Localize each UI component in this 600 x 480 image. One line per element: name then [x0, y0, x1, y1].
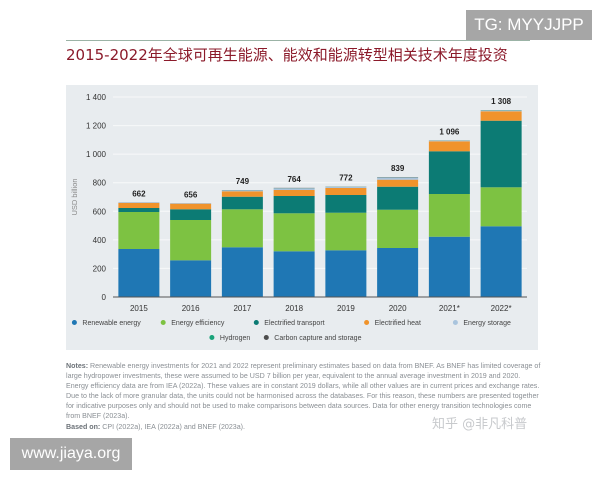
bar-segment-renewable-energy	[221, 247, 263, 297]
y-tick-label: 200	[93, 264, 107, 273]
x-tick-label: 2015	[130, 304, 148, 313]
total-label: 662	[132, 189, 146, 198]
x-tick-label: 2019	[337, 304, 355, 313]
legend-label: Carbon capture and storage	[274, 335, 361, 342]
bar-segment-energy-storage	[325, 187, 367, 188]
bar-segment-energy-efficiency	[428, 194, 470, 237]
legend-label: Renewable energy	[82, 320, 141, 327]
bar-segment-renewable-energy	[118, 249, 160, 297]
bar-segment-electrified-transport	[428, 151, 470, 194]
notes-label: Notes:	[66, 362, 89, 370]
bar-segment-renewable-energy	[480, 226, 522, 297]
bar-segment-energy-efficiency	[480, 187, 522, 227]
x-tick-label: 2022*	[491, 304, 512, 313]
bar-segment-electrified-heat	[118, 203, 160, 208]
y-axis-label: USD billion	[70, 178, 79, 215]
total-label: 656	[184, 190, 198, 199]
based-on-label: Based on:	[66, 422, 101, 431]
bar-segment-electrified-transport	[170, 209, 212, 220]
bar-segment-electrified-transport	[273, 196, 315, 214]
x-tick-label: 2021*	[439, 304, 460, 313]
bar-segment-electrified-heat	[480, 111, 522, 121]
bar-segment-energy-storage	[480, 110, 522, 112]
bar-segment-electrified-transport	[377, 186, 419, 210]
watermark: 知乎 @非凡科普	[432, 417, 528, 432]
bar-segment-electrified-heat	[273, 190, 315, 196]
bar-segment-electrified-heat	[377, 179, 419, 187]
total-label: 1 308	[491, 97, 512, 106]
bar-segment-renewable-energy	[377, 248, 419, 297]
bar-segment-energy-efficiency	[221, 209, 263, 248]
bar-segment-renewable-energy	[273, 251, 315, 297]
legend-marker	[253, 320, 259, 325]
bar-segment-electrified-heat	[221, 191, 263, 197]
total-label: 764	[287, 175, 301, 184]
bar-segment-energy-storage	[273, 188, 315, 190]
bar-segment-energy-efficiency	[273, 213, 315, 252]
legend-label: Energy storage	[463, 320, 511, 327]
bar-segment-electrified-transport	[480, 120, 522, 188]
legend-marker	[364, 320, 370, 325]
x-tick-label: 2017	[233, 304, 251, 313]
y-tick-label: 400	[93, 236, 107, 245]
y-tick-label: 1 400	[86, 93, 107, 102]
x-tick-label: 2018	[285, 304, 303, 313]
legend-marker	[71, 320, 77, 325]
y-tick-label: 0	[102, 293, 107, 302]
tg-badge: TG: MYYJJPP	[466, 10, 592, 40]
legend-marker	[452, 320, 458, 325]
based-on-text: CPI (2022a), IEA (2022a) and BNEF (2023a…	[100, 422, 246, 431]
bar-segment-electrified-transport	[118, 208, 160, 212]
y-tick-label: 800	[93, 179, 107, 188]
legend-label: Electrified heat	[375, 320, 421, 327]
bar-segment-electrified-transport	[325, 195, 367, 213]
bar-segment-electrified-heat	[170, 203, 212, 210]
total-label: 772	[339, 174, 353, 183]
bar-segment-energy-storage	[221, 190, 263, 192]
bar-segment-electrified-heat	[428, 141, 470, 152]
bar-segment-energy-efficiency	[118, 212, 160, 249]
total-label: 1 096	[439, 127, 460, 136]
legend-marker	[160, 320, 166, 325]
site-badge: www.jiaya.org	[10, 438, 132, 470]
bar-segment-electrified-heat	[325, 188, 367, 195]
bar-segment-energy-storage	[428, 140, 470, 142]
y-tick-label: 1 200	[86, 122, 107, 131]
bar-segment-electrified-transport	[221, 196, 263, 210]
bar-segment-energy-storage	[377, 177, 419, 180]
legend-label: Hydrogen	[220, 335, 250, 342]
legend-marker	[263, 335, 269, 340]
bar-segment-energy-efficiency	[377, 209, 419, 248]
bar-segment-renewable-energy	[428, 236, 470, 297]
total-label: 749	[236, 177, 250, 186]
bar-segment-renewable-energy	[170, 260, 212, 297]
notes: Notes: Renewable energy investments for …	[66, 361, 541, 432]
y-tick-label: 600	[93, 207, 107, 216]
bar-segment-energy-efficiency	[325, 212, 367, 251]
x-tick-label: 2020	[389, 304, 407, 313]
x-tick-label: 2016	[182, 304, 200, 313]
total-label: 839	[391, 164, 405, 173]
y-tick-label: 1 000	[86, 150, 107, 159]
legend-label: Energy efficiency	[171, 320, 225, 327]
legend-label: Electrified transport	[264, 320, 324, 327]
legend-marker	[209, 335, 215, 340]
notes-text: Renewable energy investments for 2021 an…	[66, 362, 541, 421]
bar-segment-renewable-energy	[325, 250, 367, 297]
page-title: 2015-2022年全球可再生能源、能效和能源转型相关技术年度投资	[66, 46, 508, 64]
bar-segment-energy-efficiency	[170, 220, 212, 261]
divider	[66, 40, 530, 41]
